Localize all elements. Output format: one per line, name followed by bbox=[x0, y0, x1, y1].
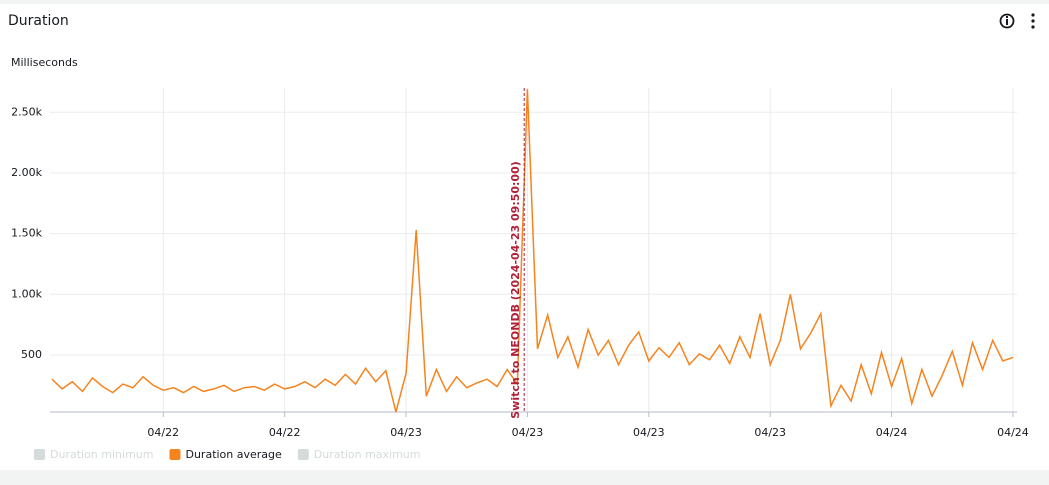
legend-swatch bbox=[297, 449, 309, 460]
y-tick-label: 2.50k bbox=[11, 105, 42, 118]
x-tick-label: 04/24 bbox=[876, 426, 908, 439]
menu-icon[interactable] bbox=[1031, 13, 1035, 29]
data-line bbox=[51, 89, 1014, 413]
x-tick-label: 04/22 bbox=[269, 426, 301, 439]
x-tick-label: 04/24 bbox=[997, 426, 1029, 439]
legend-label[interactable]: Duration maximum bbox=[314, 448, 421, 461]
legend-label[interactable]: Duration average bbox=[185, 448, 282, 461]
x-tick-label: 04/23 bbox=[754, 426, 786, 439]
legend-swatch bbox=[34, 449, 45, 460]
legend-label[interactable]: Duration minimum bbox=[50, 448, 153, 461]
panel-title: Duration bbox=[8, 13, 69, 29]
y-axis-label: Milliseconds bbox=[11, 56, 78, 69]
y-tick-label: 1.00k bbox=[11, 287, 42, 300]
annotation-label: Switch to NEONDB (2024-04-23 09:50:00) bbox=[509, 161, 522, 419]
legend-swatch bbox=[169, 449, 181, 460]
y-tick-label: 2.00k bbox=[11, 166, 42, 179]
x-tick-label: 04/23 bbox=[633, 426, 665, 439]
x-tick-label: 04/22 bbox=[147, 426, 179, 439]
info-icon[interactable] bbox=[999, 13, 1015, 29]
y-tick-label: 500 bbox=[21, 348, 42, 361]
x-tick-label: 04/23 bbox=[512, 426, 544, 439]
panel bbox=[0, 4, 1049, 470]
x-tick-label: 04/23 bbox=[390, 426, 422, 439]
y-tick-label: 1.50k bbox=[11, 227, 42, 240]
